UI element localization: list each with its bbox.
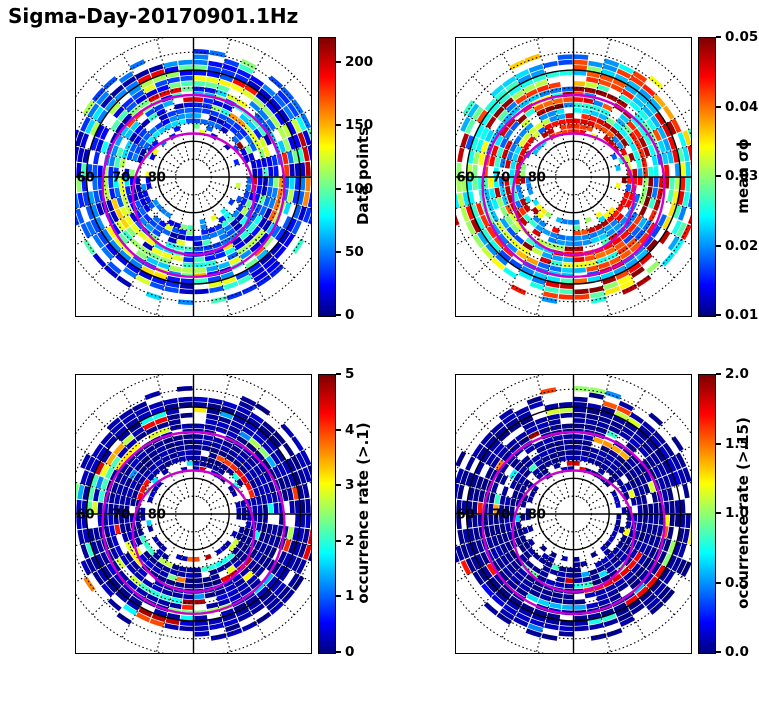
colorbar-ticks: 0.0 0.5 1.0 1.5 2.0 (716, 366, 759, 660)
colorbar-tick-mark (716, 175, 721, 177)
panel-data-points: 0 50 100 150 200 Data points (75, 37, 455, 374)
polar-heatmap-canvas (456, 38, 691, 316)
colorbar-tick-mark (336, 539, 341, 542)
colorbar-tick-label: 0.04 (725, 98, 759, 115)
colorbar-tick-mark (336, 373, 341, 375)
colorbar-data-points (318, 37, 336, 317)
colorbar-tick-label: 0.0 (725, 644, 749, 660)
colorbar-axis-label: occurrence rate (>.1) (354, 422, 372, 604)
colorbar-tick-mark (716, 581, 721, 584)
colorbar-occurrence-rate-15 (698, 374, 716, 654)
figure-title: Sigma-Day-20170901.1Hz (8, 4, 299, 28)
colorbar-tick-label: 150 (345, 117, 374, 134)
polar-plot-occurrence-rate-1 (75, 374, 312, 654)
polar-plot-mean-sigma-phi (455, 37, 692, 317)
colorbar-ticks: 0 1 2 3 4 5 (336, 366, 406, 660)
colorbar-tick-label: 2.0 (725, 366, 749, 382)
colorbar-tick-mark (336, 428, 341, 431)
polar-plot-occurrence-rate-15 (455, 374, 692, 654)
colorbar-tick-mark (336, 250, 341, 253)
colorbar-tick-label: 0 (345, 644, 355, 660)
colorbar-tick-label: 5 (345, 366, 355, 382)
colorbar-tick-mark (716, 314, 721, 316)
colorbar-tick-mark (716, 373, 721, 375)
colorbar-tick-mark (336, 314, 341, 316)
panel-occurrence-rate-15: 0.0 0.5 1.0 1.5 2.0 occurrence rate (>.15) (455, 366, 759, 711)
colorbar-axis-label: mean σϕ (734, 138, 752, 214)
colorbar-tick-label: 4 (345, 421, 355, 438)
colorbar-mean-sigma-phi (698, 37, 716, 317)
panel-mean-sigma-phi: 0.01 0.02 0.03 0.04 0.05 mean σϕ (455, 29, 759, 374)
colorbar-tick-label: 0.01 (725, 307, 759, 323)
colorbar-ticks: 0 50 100 150 200 (336, 37, 406, 323)
colorbar-tick-label: 0.5 (725, 574, 749, 591)
colorbar-tick-mark (716, 244, 721, 247)
colorbar-tick-label: 200 (345, 54, 374, 71)
polar-heatmap-canvas (456, 375, 691, 653)
panel-occurrence-rate-1: 0 1 2 3 4 5 occurrence rate (>.1) (75, 366, 455, 711)
colorbar-tick-label: 0.03 (725, 168, 759, 184)
colorbar-tick-label: 1.0 (725, 505, 749, 521)
colorbar-tick-mark (336, 595, 341, 598)
colorbar-tick-mark (336, 187, 341, 190)
colorbar-tick-label: 0 (345, 307, 355, 323)
polar-plot-data-points (75, 37, 312, 317)
colorbar-tick-mark (716, 651, 721, 653)
colorbar-tick-mark (336, 484, 341, 487)
colorbar-tick-label: 3 (345, 477, 355, 494)
colorbar-tick-label: 1.5 (725, 435, 749, 452)
polar-heatmap-canvas (76, 375, 311, 653)
colorbar-tick-mark (716, 512, 721, 514)
colorbar-tick-mark (716, 105, 721, 108)
colorbar-tick-label: 50 (345, 243, 364, 260)
colorbar-occurrence-rate-1 (318, 374, 336, 654)
colorbar-axis-label: Data points (354, 126, 372, 226)
colorbar-tick-mark (716, 442, 721, 445)
colorbar-tick-label: 100 (345, 180, 374, 197)
colorbar-tick-mark (336, 61, 341, 64)
colorbar-axis-label: occurrence rate (>.15) (734, 417, 752, 609)
colorbar-tick-label: 1 (345, 588, 355, 605)
colorbar-tick-label: 0.05 (725, 29, 759, 45)
colorbar-tick-mark (336, 124, 341, 127)
colorbar-tick-label: 0.02 (725, 237, 759, 254)
polar-heatmap-canvas (76, 38, 311, 316)
colorbar-tick-mark (716, 36, 721, 38)
colorbar-ticks: 0.01 0.02 0.03 0.04 0.05 (716, 29, 759, 323)
colorbar-tick-label: 2 (345, 532, 355, 549)
colorbar-tick-mark (336, 651, 341, 653)
